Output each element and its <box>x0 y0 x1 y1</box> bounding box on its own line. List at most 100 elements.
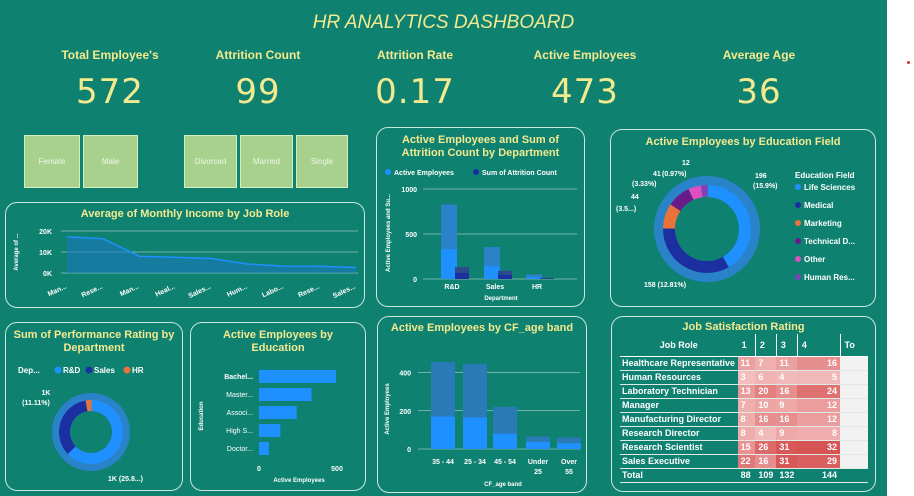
x-tick-label: Man... <box>47 283 68 298</box>
edu-field-label: (3.5...) <box>616 206 636 213</box>
y-tick-label: Associ... <box>227 410 254 417</box>
edu-field-label: 41 <box>653 171 661 178</box>
perf-legend-title: Dep... <box>18 366 40 375</box>
jobsat-role-cell: Human Resources <box>620 370 738 385</box>
kpi-total-label: Total Employee's <box>61 48 159 62</box>
jobsat-value-cell: 32 <box>797 440 841 455</box>
jobsat-role-cell: Research Scientist <box>620 440 738 455</box>
jobsat-value-cell: 132 <box>776 467 798 483</box>
dept-chart-card: Active Employees and Sum of Attrition Co… <box>376 127 585 307</box>
edu-field-chart: 196 (15.9%) 158 (12.81%) 44 (3.5...) 41 (0.97%… <box>616 160 856 289</box>
jobsat-header-cell[interactable]: 1 <box>737 334 756 357</box>
jobsat-total-col-cell <box>840 454 868 469</box>
kpi-attrition-rate-label: Attrition Rate <box>377 48 453 62</box>
kpi-attrition-rate-value: 0.17 <box>375 72 455 112</box>
slicer-divorced[interactable]: Divorced <box>184 135 237 188</box>
indicator-dot <box>907 61 910 64</box>
perf-slice-0 <box>67 400 123 464</box>
y-tick-label: 500 <box>405 232 417 239</box>
education-bar <box>259 442 269 455</box>
x-tick-label: 0 <box>257 466 261 473</box>
jobsat-value-cell: 109 <box>755 467 777 483</box>
jobsat-total-col-cell <box>840 412 868 427</box>
legend-label-4: Other <box>804 255 825 264</box>
jobsat-header-cell[interactable]: 2 <box>755 334 777 357</box>
jobsat-total-col-cell <box>840 398 868 413</box>
x-axis-label: Active Employees <box>273 478 325 484</box>
age-bar-total <box>557 437 581 449</box>
y-tick-label: 400 <box>399 371 411 378</box>
kpi-active-employees-label: Active Employees <box>533 48 637 62</box>
y-tick-label: Doctor... <box>227 446 253 453</box>
jobsat-title: Job Satisfaction Rating <box>682 321 805 333</box>
jobsat-header-cell[interactable]: 4 <box>797 334 841 357</box>
legend-label-2: HR <box>132 366 144 375</box>
jobsat-value-cell: 4 <box>755 426 777 441</box>
jobsat-header-cell[interactable]: To <box>840 334 868 357</box>
jobsat-header-cell[interactable]: 3 <box>776 334 798 357</box>
jobsat-value-cell: 22 <box>737 454 756 469</box>
jobsat-value-cell: 11 <box>776 356 798 371</box>
ageband-chart: 0 200 400 Active Employees 35 - 44 25 - 34 45 … <box>385 362 581 488</box>
slicer-married[interactable]: Married <box>240 135 293 188</box>
y-tick-label: 0 <box>413 277 417 284</box>
jobsat-value-cell: 7 <box>755 356 777 371</box>
y-axis-label: Average of ... <box>14 233 20 271</box>
perf-slice-1 <box>59 400 88 454</box>
table-row: Manager 7 10 9 12 <box>620 398 868 413</box>
age-bar-active <box>463 417 487 449</box>
bar-active <box>526 277 542 279</box>
y-tick-label: 200 <box>399 409 411 416</box>
jobsat-value-cell: 9 <box>776 398 798 413</box>
legend-marker-0 <box>54 366 62 374</box>
slicer-female[interactable]: Female <box>24 135 80 188</box>
y-tick-label: Bachel... <box>224 374 253 381</box>
slicer-male[interactable]: Male <box>83 135 138 188</box>
bar-attrition-total <box>540 277 554 279</box>
education-card: Active Employees by Education Bachel... M… <box>190 322 366 491</box>
jobsat-value-cell: 11 <box>737 356 756 371</box>
perf-hole <box>70 411 112 453</box>
slicer-single[interactable]: Single <box>296 135 348 188</box>
legend-label-5: Human Res... <box>804 273 855 282</box>
jobsat-total-col-cell <box>840 356 868 371</box>
legend-marker-2 <box>795 220 801 226</box>
x-axis-label: Department <box>484 296 517 302</box>
jobsat-value-cell: 31 <box>776 454 798 469</box>
x-tick-label: R&D <box>444 284 459 291</box>
x-tick-label: 25 - 34 <box>464 459 486 466</box>
legend-label-1: Sum of Attrition Count <box>482 170 557 177</box>
x-tick-label: Hum... <box>226 283 248 298</box>
legend-marker-0 <box>795 184 801 190</box>
edu-field-label: (3.33%) <box>632 181 657 188</box>
edu-field-label: (15.9%) <box>753 183 778 190</box>
perf-label: (11.11%) <box>22 400 50 407</box>
x-axis-label: CF_age band <box>484 482 522 488</box>
bar-attrition <box>540 278 554 279</box>
jobsat-value-cell: 16 <box>755 454 777 469</box>
education-bar <box>259 388 312 401</box>
x-tick-label: 35 - 44 <box>432 459 454 466</box>
y-axis-label: Education <box>199 401 205 430</box>
jobsat-value-cell: 8 <box>797 426 841 441</box>
jobsat-role-cell: Laboratory Technician <box>620 384 738 399</box>
y-tick-label: 10K <box>39 250 52 257</box>
jobsat-value-cell: 3 <box>737 370 756 385</box>
x-tick-label: Man... <box>119 283 140 298</box>
edu-field-slice-1 <box>663 228 729 273</box>
edu-field-label: (0.97%) <box>662 171 687 178</box>
education-chart: Bachel... Master... Associ... High S... Doct… <box>199 370 343 484</box>
edu-field-slice-2 <box>663 204 681 229</box>
jobsat-value-cell: 8 <box>737 412 756 427</box>
dashboard: HR ANALYTICS DASHBOARD Total Employee's … <box>0 0 887 496</box>
jobsat-value-cell: 31 <box>776 440 798 455</box>
income-chart: 0K 10K 20K Average of ... Man... Rese... Man..… <box>14 229 358 300</box>
jobsat-value-cell: 88 <box>737 467 756 483</box>
bar-active <box>441 249 457 279</box>
x-tick-label: Sales... <box>188 283 213 300</box>
education-bar <box>259 406 297 419</box>
table-row: Healthcare Representative 11 7 11 16 <box>620 356 868 371</box>
perf-label: 1K (25.8...) <box>108 476 143 483</box>
jobsat-header-cell[interactable]: Job Role <box>620 334 738 357</box>
table-row: Laboratory Technician 13 20 16 24 <box>620 384 868 399</box>
